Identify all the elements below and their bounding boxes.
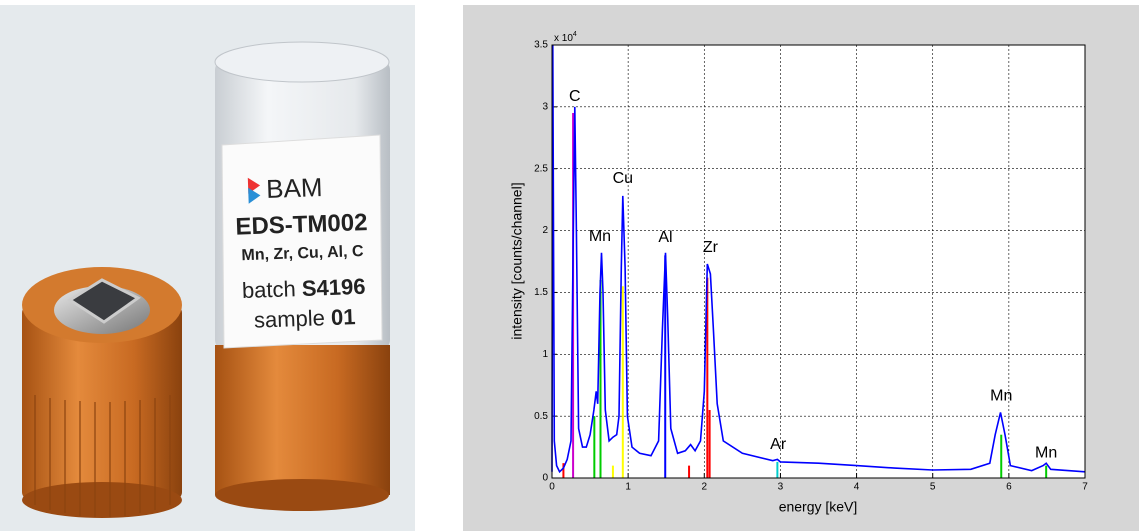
sample-chip bbox=[67, 278, 141, 324]
y-tick-label: 3.5 bbox=[534, 40, 548, 51]
logo bbox=[248, 187, 261, 204]
y-tick-label: 1.5 bbox=[534, 287, 548, 298]
peak-label: C bbox=[569, 88, 581, 105]
peak-label: Zr bbox=[703, 239, 719, 256]
peak-label: Mn bbox=[990, 388, 1012, 405]
x-tick-label: 0 bbox=[549, 482, 555, 493]
x-axis-label: energy [keV] bbox=[779, 499, 858, 515]
cap-ridges bbox=[34, 395, 171, 517]
x-tick-label: 4 bbox=[854, 482, 860, 493]
cap-bottom bbox=[22, 482, 182, 518]
x-tick-label: 5 bbox=[930, 482, 936, 493]
sample-id: 01 bbox=[331, 304, 356, 330]
y-axis-label: intensity [counts/channel] bbox=[509, 182, 525, 339]
axes-box bbox=[551, 44, 1086, 479]
y-tick-label: 3 bbox=[542, 101, 548, 112]
batch-prefix: batch bbox=[241, 276, 296, 303]
peak-label: Mn bbox=[589, 228, 611, 245]
y-scale-base: x 10 bbox=[554, 33, 573, 44]
batch: batch S4196 bbox=[241, 274, 365, 303]
spectrum-line bbox=[551, 44, 1086, 474]
product: EDS-TM002 bbox=[235, 209, 368, 241]
peak-label: Cu bbox=[613, 170, 633, 187]
peak-label: Mn bbox=[1035, 444, 1057, 461]
x-tick-label: 7 bbox=[1082, 482, 1088, 493]
y-tick-label: 2 bbox=[542, 225, 548, 236]
y-tick-label: 0 bbox=[542, 473, 548, 484]
peak-label: Ar bbox=[770, 436, 787, 453]
x-tick-label: 1 bbox=[625, 482, 631, 493]
tube-top bbox=[214, 41, 390, 83]
peak-label: Al bbox=[658, 229, 672, 246]
brand: BAM bbox=[266, 172, 323, 204]
elements: Mn, Zr, Cu, Al, C bbox=[241, 243, 364, 264]
tube-base bbox=[215, 345, 390, 495]
x-tick-label: 3 bbox=[778, 482, 784, 493]
photo: BAM EDS-TM002 Mn, Zr, Cu, Al, C batch S4… bbox=[0, 5, 415, 531]
plot-area bbox=[552, 45, 1085, 478]
cap-body bbox=[22, 305, 182, 500]
y-tick-label: 1 bbox=[542, 349, 548, 360]
y-tick-label: 0.5 bbox=[534, 411, 548, 422]
tube-label bbox=[221, 134, 383, 349]
sample: sample 01 bbox=[254, 304, 356, 333]
x-tick-label: 2 bbox=[702, 482, 708, 493]
y-tick-label: 2.5 bbox=[534, 163, 548, 174]
x-tick-label: 6 bbox=[1006, 482, 1012, 493]
chart: 0 1 2 3 4 5 6 7 0 0.5 1 1.5 2 2.5 3 3.5 C Mn Cu Al Zr Ar Mn Mn bbox=[534, 40, 1088, 493]
sample-prefix: sample bbox=[254, 305, 326, 332]
tube-bottom bbox=[215, 479, 389, 511]
y-scale-label: x 104 bbox=[554, 31, 577, 44]
y-scale-exponent: 4 bbox=[573, 31, 577, 38]
batch-id: S4196 bbox=[301, 274, 365, 301]
